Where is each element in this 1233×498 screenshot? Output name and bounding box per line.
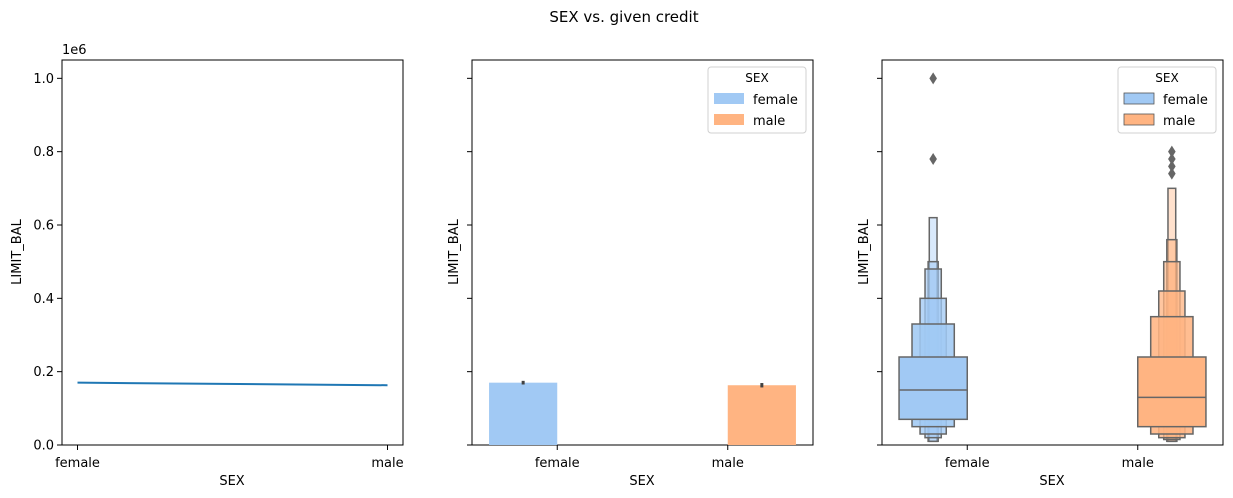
bar-series [489, 380, 796, 445]
plot-area-3 [881, 59, 1224, 446]
plot-area-2 [471, 59, 814, 446]
y-axis-3 [877, 77, 882, 446]
legend-label-male-2: male [753, 114, 785, 129]
panel-line-chart: 0.0 0.2 0.4 0.6 0.8 1.0 female male 1e6 SEX LI… [10, 43, 404, 489]
y-axis-1: 0.0 0.2 0.4 0.6 0.8 1.0 [33, 72, 62, 454]
figure-title: SEX vs. given credit [549, 8, 698, 26]
outlier-marker [1168, 145, 1176, 158]
y-tick-label: 1.0 [33, 72, 54, 87]
boxen-box-female [898, 356, 968, 421]
outlier-marker [1168, 153, 1176, 165]
x-axis-2: female male [535, 445, 744, 471]
outlier-marker [1168, 160, 1176, 173]
legend-label-female-3: female [1163, 93, 1208, 108]
legend-label-male-3: male [1163, 114, 1195, 129]
y-axis-2 [467, 77, 472, 446]
boxen-series [898, 72, 1207, 443]
offset-label: 1e6 [62, 43, 87, 58]
y-tick-label: 0.0 [33, 439, 54, 454]
legend-swatch-female-2 [714, 93, 744, 104]
y-axis-label-1: LIMIT_BAL [10, 218, 25, 284]
outlier-marker [929, 72, 937, 85]
bar-male [727, 385, 796, 445]
y-tick-label: 0.6 [33, 219, 54, 234]
legend-label-female-2: female [753, 93, 798, 108]
line-series [77, 381, 388, 387]
bar-female [489, 382, 558, 445]
y-axis-label-3: LIMIT_BAL [857, 218, 872, 284]
boxen-box-male [1137, 356, 1207, 428]
x-axis-label-2: SEX [629, 474, 654, 489]
legend-title-2: SEX [745, 71, 768, 85]
y-tick-label: 0.2 [33, 365, 54, 380]
x-tick-label: female [55, 456, 100, 471]
x-axis-label-3: SEX [1039, 474, 1064, 489]
x-tick-label: male [371, 456, 403, 471]
outlier-marker [929, 153, 937, 165]
legend-title-3: SEX [1155, 71, 1178, 85]
x-tick-label: female [945, 456, 990, 471]
x-axis-label-1: SEX [219, 474, 244, 489]
legend-3: SEX female male [1117, 66, 1217, 134]
y-tick-label: 0.4 [33, 292, 54, 307]
outlier-marker [1168, 167, 1176, 180]
y-axis-label-2: LIMIT_BAL [447, 218, 462, 284]
legend-swatch-male-3 [1123, 113, 1155, 126]
panel-boxen-chart: female male SEX LIMIT_BAL SEX female male [857, 59, 1224, 489]
legend-swatch-male-2 [714, 114, 744, 125]
x-tick-label: male [1122, 456, 1154, 471]
panel-bar-chart: female male SEX LIMIT_BAL SEX female male [447, 59, 814, 489]
line-mark [77, 381, 388, 387]
legend-swatch-female-3 [1123, 92, 1155, 105]
y-tick-label: 0.8 [33, 145, 54, 160]
x-axis-1: female male [55, 445, 404, 471]
legend-2: SEX female male [707, 66, 807, 134]
x-tick-label: female [535, 456, 580, 471]
x-tick-label: male [712, 456, 744, 471]
x-axis-3: female male [945, 445, 1154, 471]
plot-area-1 [61, 59, 404, 446]
